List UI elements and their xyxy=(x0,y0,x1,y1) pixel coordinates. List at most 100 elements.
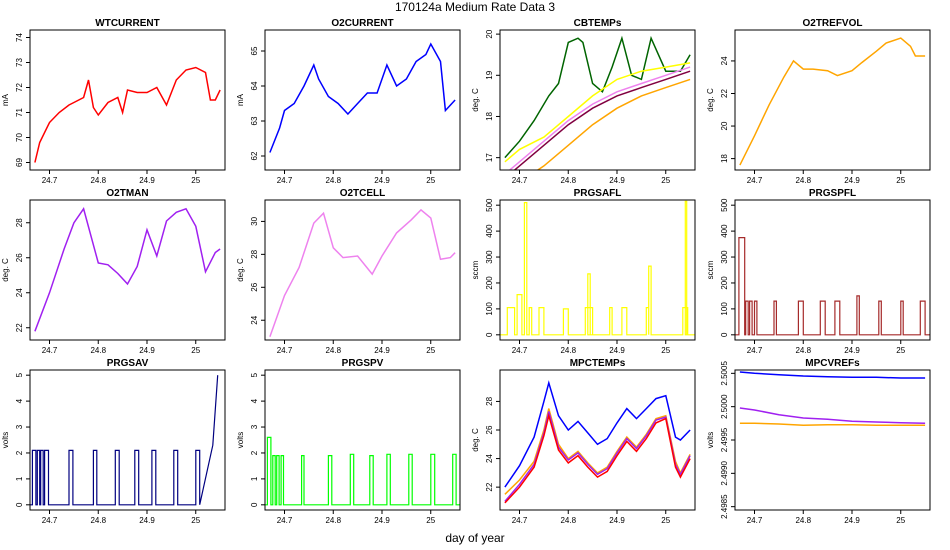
plot-frame xyxy=(499,29,696,171)
y-axis-label: deg. C xyxy=(1,258,10,282)
x-tick-label: 24.9 xyxy=(844,176,860,185)
y-tick-label: 3 xyxy=(15,424,24,429)
y-tick-label: 2.5005 xyxy=(720,361,729,386)
series-violet xyxy=(508,66,691,170)
y-tick-label: 26 xyxy=(15,253,24,262)
panel-title: PRGSPV xyxy=(342,358,384,369)
y-axis-label: sccm xyxy=(706,260,715,279)
y-tick-label: 500 xyxy=(720,198,729,212)
x-tick-label: 24.7 xyxy=(42,176,58,185)
x-tick-label: 24.9 xyxy=(139,516,155,525)
panel-o2tman: O2TMAN deg. C 24.7 24.8 24.9 25 22 24 26 28 xyxy=(1,188,226,355)
y-tick-label: 100 xyxy=(720,302,729,316)
y-tick-label: 24 xyxy=(15,288,24,297)
y-tick-label: 74 xyxy=(15,33,24,42)
panel-o2trefvol: O2TREFVOL deg. C 24.7 24.8 24.9 25 18 20 22 24 xyxy=(706,18,931,185)
x-tick-label: 24.9 xyxy=(844,516,860,525)
series-o2current xyxy=(269,42,456,153)
series-dark-green xyxy=(504,35,691,159)
x-tick-label: 24.9 xyxy=(139,176,155,185)
y-tick-label: 22 xyxy=(15,323,24,332)
plot-frame xyxy=(499,199,696,341)
plot-area xyxy=(504,35,691,170)
x-tick-label: 25 xyxy=(661,176,670,185)
y-axis-label: deg. C xyxy=(471,428,480,452)
plot-frame xyxy=(734,199,931,341)
plot-frame xyxy=(499,369,696,511)
y-tick-label: 26 xyxy=(485,425,494,434)
x-tick-label: 24.7 xyxy=(747,516,763,525)
x-tick-label: 24.8 xyxy=(325,176,341,185)
series-purple xyxy=(739,407,926,425)
y-tick-label: 400 xyxy=(720,224,729,238)
y-tick-label: 2.5000 xyxy=(720,394,729,419)
y-tick-label: 400 xyxy=(485,224,494,238)
plot-area xyxy=(269,208,456,337)
x-tick-label: 24.8 xyxy=(795,176,811,185)
series-blue xyxy=(504,380,691,488)
panel-cbtemps: CBTEMPs deg. C 24.7 24.8 24.9 25 17 18 19 20 xyxy=(471,18,696,185)
panel-title: MPCTEMPs xyxy=(570,358,626,369)
x-tick-label: 24.8 xyxy=(560,346,576,355)
x-tick-label: 24.9 xyxy=(609,346,625,355)
panel-title: WTCURRENT xyxy=(95,18,159,29)
y-tick-label: 200 xyxy=(485,276,494,290)
panel-title: PRGSAV xyxy=(107,358,149,369)
x-tick-label: 24.7 xyxy=(512,516,528,525)
panel-prgspfl: PRGSPFL sccm 24.7 24.8 24.9 25 0 100 200 300 400 50… xyxy=(706,188,931,355)
series-red xyxy=(504,412,691,504)
series-prgspfl xyxy=(735,237,930,336)
x-tick-label: 25 xyxy=(661,516,670,525)
plot-area xyxy=(504,380,691,504)
plot-frame xyxy=(264,29,461,171)
y-tick-label: 2.4995 xyxy=(720,427,729,452)
y-tick-label: 2.4990 xyxy=(720,461,729,486)
plot-frame xyxy=(29,369,226,511)
y-tick-label: 200 xyxy=(720,276,729,290)
x-tick-label: 24.9 xyxy=(374,346,390,355)
plot-area xyxy=(269,42,456,153)
y-tick-label: 18 xyxy=(485,111,494,120)
y-axis-label: volts xyxy=(1,432,10,448)
x-tick-label: 24.8 xyxy=(90,346,106,355)
y-axis-label: sccm xyxy=(471,260,480,279)
y-tick-label: 0 xyxy=(485,332,494,337)
plot-frame xyxy=(734,29,931,171)
x-tick-label: 24.7 xyxy=(277,346,293,355)
series-orange xyxy=(536,78,691,170)
x-tick-label: 24.7 xyxy=(277,176,293,185)
x-tick-label: 24.7 xyxy=(42,516,58,525)
panel-mpctemps: MPCTEMPs deg. C 24.7 24.8 24.9 25 22 24 26 28 xyxy=(471,358,696,525)
panel-prgsav: PRGSAV volts 24.7 24.8 24.9 25 0 1 2 3 4 5 xyxy=(1,358,226,525)
x-tick-label: 24.8 xyxy=(795,516,811,525)
x-tick-label: 25 xyxy=(661,346,670,355)
y-tick-label: 500 xyxy=(485,198,494,212)
y-tick-label: 22 xyxy=(720,88,729,97)
panel-o2tcell: O2TCELL deg. C 24.7 24.8 24.9 25 24 26 28 30 xyxy=(236,188,461,355)
x-tick-label: 24.8 xyxy=(90,516,106,525)
plot-frame xyxy=(29,29,226,171)
plot-frame xyxy=(264,199,461,341)
y-tick-label: 72 xyxy=(15,83,24,92)
y-tick-label: 69 xyxy=(15,158,24,167)
plot-area xyxy=(265,436,460,506)
page-title: 170124a Medium Rate Data 3 xyxy=(394,0,556,14)
y-axis-label: mA xyxy=(1,93,10,106)
x-tick-label: 24.9 xyxy=(609,516,625,525)
x-tick-label: 25 xyxy=(191,516,200,525)
panel-title: PRGSPFL xyxy=(809,188,856,199)
y-tick-label: 5 xyxy=(15,372,24,377)
y-axis-label: mA xyxy=(236,93,245,106)
x-tick-label: 25 xyxy=(896,516,905,525)
x-tick-label: 25 xyxy=(426,176,435,185)
y-tick-label: 100 xyxy=(485,302,494,316)
series-prgsav xyxy=(30,375,219,506)
y-tick-label: 20 xyxy=(485,29,494,38)
y-tick-label: 0 xyxy=(720,332,729,337)
panel-title: O2TREFVOL xyxy=(802,18,862,29)
panel-title: O2TMAN xyxy=(106,188,148,199)
y-tick-label: 20 xyxy=(720,121,729,130)
y-tick-label: 22 xyxy=(485,482,494,491)
x-tick-label: 24.8 xyxy=(90,176,106,185)
y-tick-label: 26 xyxy=(250,282,259,291)
